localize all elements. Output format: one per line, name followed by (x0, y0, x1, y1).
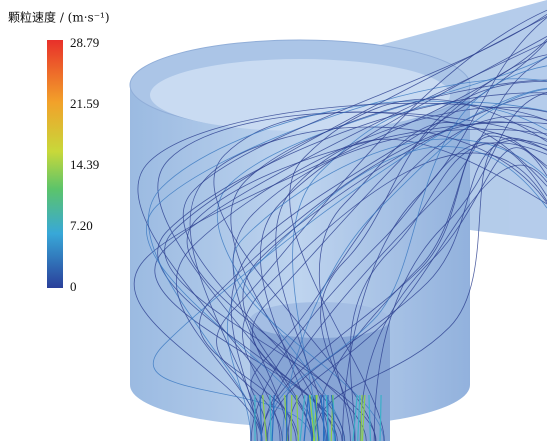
colorbar-tick-label: 28.79 (70, 35, 99, 50)
colorbar-tick-label: 7.20 (70, 218, 93, 233)
colorbar-tick-label: 0 (70, 279, 77, 294)
colorbar-tick-label: 14.39 (70, 157, 99, 172)
geometry (130, 0, 547, 441)
figure: 颗粒速度 / (m·s⁻¹) 28.79 21.59 14.39 7.20 0 (0, 0, 547, 441)
colorbar (47, 40, 63, 288)
colorbar-tick-label: 21.59 (70, 96, 99, 111)
jet (291, 395, 292, 441)
legend-title: 颗粒速度 / (m·s⁻¹) (8, 10, 110, 25)
scene: 颗粒速度 / (m·s⁻¹) 28.79 21.59 14.39 7.20 0 (0, 0, 547, 441)
